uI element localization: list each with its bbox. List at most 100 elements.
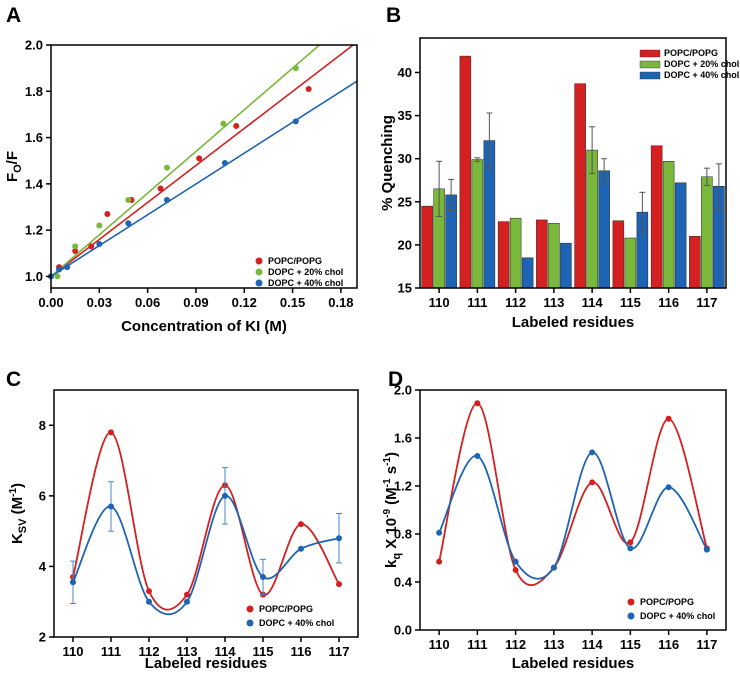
data-point xyxy=(88,243,95,250)
bar xyxy=(574,83,586,289)
y-tick-label: 6 xyxy=(39,488,46,503)
y-tick-label: 30 xyxy=(398,151,412,166)
bar xyxy=(521,257,534,289)
legend-swatch xyxy=(639,71,661,80)
data-point xyxy=(96,241,103,248)
series-curve xyxy=(72,431,340,611)
y-label-end: ) xyxy=(383,452,400,457)
data-point xyxy=(512,558,519,565)
data-point xyxy=(703,546,710,553)
data-point xyxy=(222,492,228,499)
x-tick-label: 114 xyxy=(582,637,604,652)
legend-marker xyxy=(255,257,263,265)
y-label-main: F xyxy=(4,173,21,182)
data-point xyxy=(589,449,596,456)
data-point xyxy=(184,591,190,598)
data-point xyxy=(221,160,228,167)
bar xyxy=(624,237,637,289)
data-point xyxy=(627,545,634,552)
x-tick-label: 113 xyxy=(543,637,564,652)
y-axis-label: FO/F xyxy=(4,151,24,182)
data-point xyxy=(108,429,114,436)
x-tick-label: 115 xyxy=(253,644,274,659)
bar xyxy=(560,242,572,289)
x-tick-label: 116 xyxy=(291,644,312,659)
x-tick-label: 113 xyxy=(177,644,198,659)
y-tick-label: 1.8 xyxy=(25,84,43,99)
x-tick-label: 116 xyxy=(658,637,679,652)
y-tick-label: 35 xyxy=(398,108,412,123)
y-tick-label: 15 xyxy=(398,281,412,296)
y-tick-label: 20 xyxy=(398,237,412,252)
y-tick-label: 2 xyxy=(39,630,46,645)
legend-marker xyxy=(246,605,254,613)
x-axis-label: Concentration of KI (M) xyxy=(121,318,287,335)
data-point xyxy=(589,479,596,486)
legend-label: POPC/POPG xyxy=(259,604,313,614)
data-point xyxy=(474,400,481,407)
data-point xyxy=(157,185,164,192)
bar xyxy=(471,159,484,289)
x-axis-label: Labeled residues xyxy=(512,655,635,672)
y-tick-label: 4 xyxy=(39,559,47,574)
y-label-end: s xyxy=(383,466,400,479)
bar xyxy=(509,217,522,289)
data-point xyxy=(220,120,227,127)
y-label-main: k xyxy=(383,559,400,568)
x-tick-label: 111 xyxy=(467,295,487,310)
legend-marker xyxy=(255,268,263,276)
y-tick-label: 1.0 xyxy=(25,269,43,284)
bar xyxy=(497,221,510,289)
data-point xyxy=(665,484,672,491)
data-point xyxy=(436,558,443,565)
y-tick-label: 1.4 xyxy=(25,176,44,191)
y-label-sub: O xyxy=(12,164,24,173)
y-tick-label: 2.0 xyxy=(25,38,43,53)
bar xyxy=(650,145,663,289)
y-tick-label: 1.6 xyxy=(394,431,412,446)
legend-label: DOPC + 40% chol xyxy=(664,70,739,80)
x-tick-label: 115 xyxy=(620,637,641,652)
data-point xyxy=(336,535,342,542)
y-tick-label: 8 xyxy=(39,418,46,433)
data-point xyxy=(72,243,79,250)
x-tick-label: 116 xyxy=(658,295,679,310)
y-axis-label: kq X 10-9 (M-1 s-1) xyxy=(382,452,403,568)
fit-line xyxy=(51,45,321,278)
y-label-sub: q xyxy=(391,553,403,560)
panel-d-kq-line: D 110 111 112 113 114 115 116 117 0.0 0.4 0.8 1.2 1.6… xyxy=(382,368,727,672)
data-point xyxy=(550,564,557,571)
plot-frame xyxy=(419,389,727,631)
y-label-main: K xyxy=(9,533,26,544)
panel-letter-a: A xyxy=(6,4,21,27)
x-tick-label: 117 xyxy=(696,637,717,652)
bar xyxy=(662,161,675,289)
y-label-sup: -1 xyxy=(8,488,19,497)
x-tick-label: 115 xyxy=(620,295,641,310)
data-point xyxy=(163,197,170,204)
y-label-sup: -1 xyxy=(382,457,393,466)
panel-letter-b: B xyxy=(386,4,401,27)
plot-frame xyxy=(50,44,358,289)
x-tick-label: 0.18 xyxy=(328,295,353,310)
data-point xyxy=(70,579,76,586)
x-tick-label: 112 xyxy=(139,644,160,659)
data-point xyxy=(96,222,103,229)
bar xyxy=(421,205,433,289)
x-tick-label: 0.15 xyxy=(280,295,305,310)
data-point xyxy=(56,266,63,273)
x-axis-label: Labeled residues xyxy=(512,314,635,331)
series-curve xyxy=(438,451,708,580)
bar xyxy=(598,170,610,289)
panel-letter-d: D xyxy=(388,368,403,391)
x-tick-label: 0.09 xyxy=(183,295,208,310)
data-point xyxy=(125,220,132,227)
legend-marker xyxy=(246,619,254,627)
y-tick-label: 25 xyxy=(398,194,412,209)
x-tick-label: 0.12 xyxy=(232,295,257,310)
plot-frame xyxy=(53,389,359,638)
y-tick-label: 0.0 xyxy=(394,623,412,638)
bar xyxy=(459,55,472,289)
legend-label: DOPC + 40% chol xyxy=(268,278,343,288)
x-tick-label: 110 xyxy=(429,295,450,310)
